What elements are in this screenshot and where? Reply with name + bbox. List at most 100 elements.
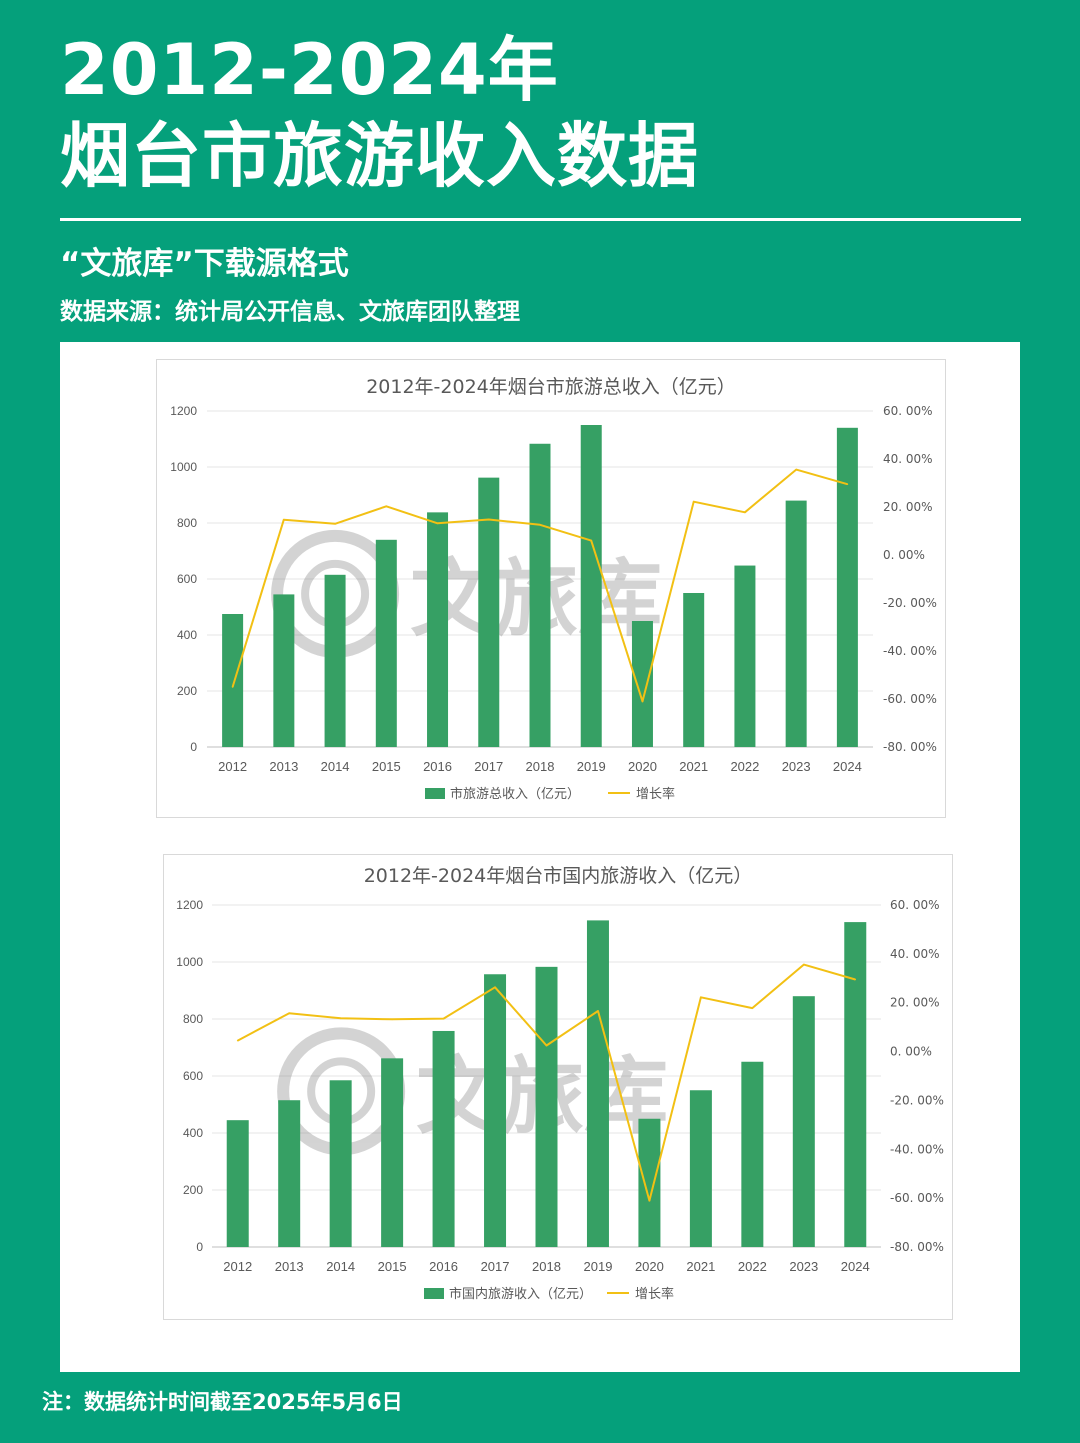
x-axis-tick: 2018 [532, 1259, 561, 1274]
charts-panel: 0 200 400 600 800 1000 1200 -80. 00% -60. 00% -40… [60, 342, 1020, 1372]
data-source: 数据来源：统计局公开信息、文旅库团队整理 [60, 299, 520, 325]
total-income-chart-svg: 0 200 400 600 800 1000 1200 -80. 00% -60. 00% -40… [170, 376, 937, 802]
bar [484, 974, 507, 1247]
growth-rate-point [803, 963, 805, 966]
right-axis-tick: -60. 00% [883, 692, 937, 706]
left-axis-tick: 800 [177, 516, 197, 530]
x-axis-tick: 2020 [628, 759, 657, 774]
bar [580, 425, 602, 747]
x-axis-tick: 2023 [789, 1259, 818, 1274]
legend-label-bar: 市国内旅游收入（亿元） [449, 1286, 592, 1302]
bar [689, 1090, 712, 1247]
left-axis-tick: 400 [183, 1126, 203, 1140]
x-axis-tick: 2017 [481, 1259, 510, 1274]
x-axis-tick: 2013 [269, 759, 298, 774]
bar [432, 1030, 455, 1247]
growth-rate-point [539, 523, 541, 526]
bar [529, 443, 551, 747]
x-axis-tick: 2012 [218, 759, 247, 774]
growth-rate-point [854, 978, 857, 981]
growth-rate-point [442, 1017, 445, 1020]
growth-rate-point [385, 505, 388, 508]
left-axis-tick: 200 [183, 1183, 203, 1197]
right-axis-tick: -80. 00% [883, 740, 937, 754]
bar [792, 996, 815, 1247]
bar [375, 539, 397, 747]
growth-rate-point [334, 523, 336, 525]
left-axis-tick: 600 [183, 1069, 203, 1083]
x-axis-tick: 2021 [686, 1259, 715, 1274]
growth-rate-point [283, 518, 285, 521]
x-axis-tick: 2023 [782, 759, 811, 774]
bar [329, 1080, 352, 1247]
bar [427, 512, 449, 747]
x-axis-tick: 2022 [730, 759, 759, 774]
right-axis-tick: -80. 00% [890, 1240, 944, 1254]
growth-rate-point [391, 1018, 393, 1021]
title-divider [60, 218, 1021, 221]
growth-rate-point [590, 539, 593, 542]
right-axis-tick: -60. 00% [890, 1191, 944, 1205]
legend-label-line: 增长率 [636, 786, 675, 802]
x-axis-tick: 2022 [738, 1259, 767, 1274]
growth-rate-point [795, 468, 797, 471]
left-axis-tick: 0 [190, 740, 197, 754]
x-axis-tick: 2017 [474, 759, 503, 774]
x-axis-tick: 2021 [679, 759, 708, 774]
right-axis-tick: 20. 00% [890, 996, 940, 1010]
left-axis-tick: 400 [177, 628, 197, 642]
chart-title: 2012年-2024年烟台市国内旅游收入（亿元） [364, 865, 753, 887]
x-axis-tick: 2016 [429, 1259, 458, 1274]
growth-rate-point [339, 1017, 342, 1020]
growth-rate-point [597, 1010, 599, 1012]
left-axis-tick: 1200 [170, 404, 197, 418]
bar [785, 500, 807, 747]
left-axis-tick: 800 [183, 1012, 203, 1026]
x-axis-tick: 2016 [423, 759, 452, 774]
x-axis-tick: 2014 [321, 759, 350, 774]
bar [273, 594, 295, 747]
bar [381, 1058, 404, 1247]
bar [278, 1100, 301, 1247]
total-income-chart: 0 200 400 600 800 1000 1200 -80. 00% -60. 00% -40… [156, 359, 946, 818]
bar [683, 593, 705, 747]
growth-rate-point [700, 996, 702, 999]
bar [734, 565, 756, 747]
right-axis-tick: 0. 00% [883, 548, 925, 562]
left-axis-tick: 1000 [176, 955, 203, 969]
legend-label-line: 增长率 [635, 1286, 674, 1302]
growth-rate-point [744, 511, 746, 514]
x-axis-tick: 2020 [635, 1259, 664, 1274]
page-title-line-1: 2012-2024年 [60, 29, 559, 111]
growth-rate-point [487, 518, 490, 521]
legend-label-bar: 市旅游总收入（亿元） [450, 786, 580, 802]
left-axis-tick: 0 [196, 1240, 203, 1254]
growth-rate-point [494, 986, 496, 989]
x-axis-tick: 2019 [584, 1259, 613, 1274]
growth-rate-point [436, 522, 439, 525]
growth-rate-point [648, 1199, 651, 1202]
bar [324, 574, 346, 747]
x-axis-tick: 2014 [326, 1259, 355, 1274]
left-axis-tick: 200 [177, 684, 197, 698]
left-axis-tick: 600 [177, 572, 197, 586]
right-axis-tick: -20. 00% [890, 1093, 944, 1107]
x-axis-tick: 2013 [275, 1259, 304, 1274]
bar [535, 966, 558, 1247]
left-axis-tick: 1000 [170, 460, 197, 474]
growth-rate-point [846, 483, 849, 485]
right-axis-tick: -40. 00% [883, 644, 937, 658]
bar [836, 427, 858, 747]
x-axis-tick: 2015 [372, 759, 401, 774]
bar [222, 614, 244, 747]
right-axis-tick: 60. 00% [890, 898, 940, 912]
bar [844, 922, 867, 1247]
domestic-income-chart: 0 200 400 600 800 1000 1200 -80. 00% -60. 00% -40… [163, 854, 953, 1320]
x-axis-tick: 2024 [833, 759, 862, 774]
growth-rate-point [231, 686, 234, 688]
subtitle: “文旅库”下载源格式 [60, 246, 349, 282]
x-axis-tick: 2018 [526, 759, 555, 774]
growth-rate-point [641, 700, 644, 703]
left-axis-tick: 1200 [176, 898, 203, 912]
right-axis-tick: -40. 00% [890, 1142, 944, 1156]
